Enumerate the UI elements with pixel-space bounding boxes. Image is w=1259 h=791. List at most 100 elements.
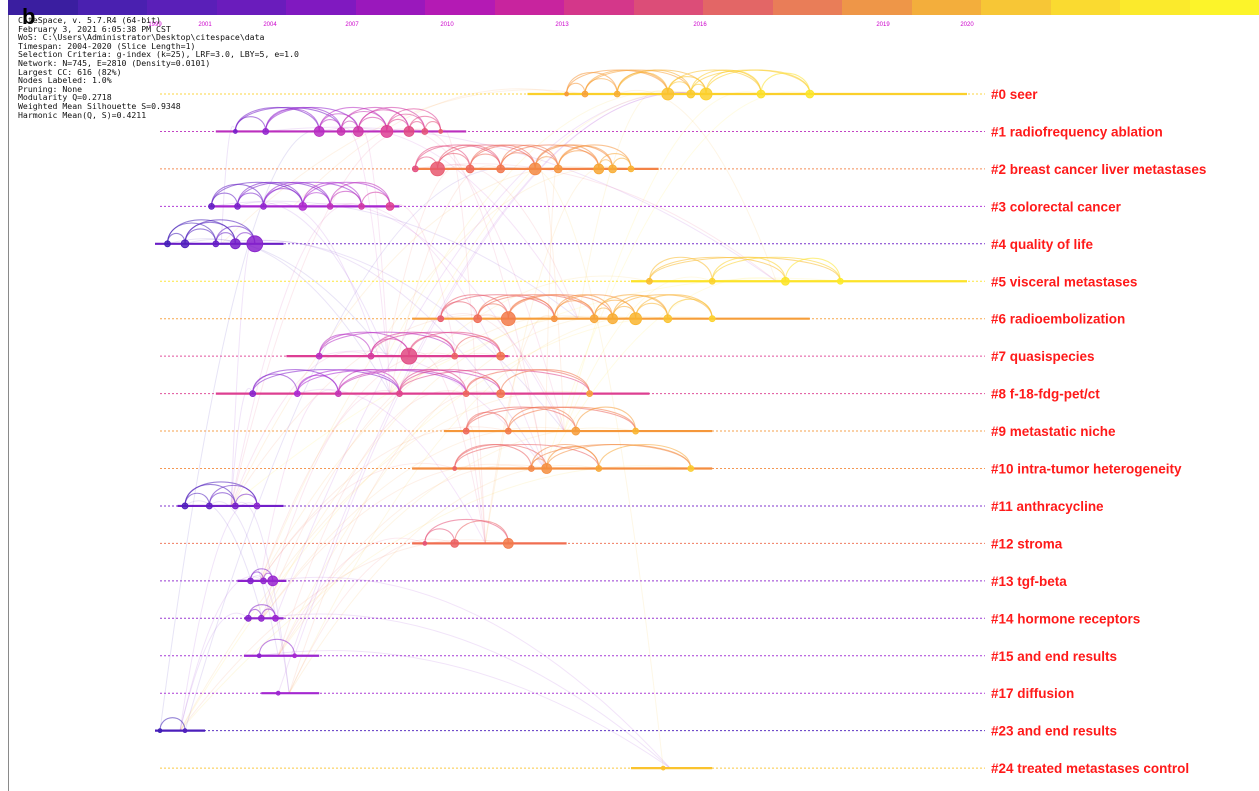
- color-bar-segment: [981, 0, 1051, 15]
- cluster-arc: [398, 369, 591, 394]
- cluster-arc: [760, 72, 811, 95]
- cluster-arc: [648, 256, 713, 282]
- cluster-link: [262, 427, 576, 619]
- citation-node: [396, 390, 403, 398]
- cluster-arc: [477, 294, 555, 319]
- cluster-label: #5 visceral metastases: [991, 274, 1137, 289]
- citation-node: [686, 89, 696, 99]
- cluster-link: [563, 276, 713, 432]
- cluster-arc: [159, 717, 186, 731]
- cluster-arc: [436, 144, 536, 169]
- metadata-line: Pruning: None: [18, 83, 83, 94]
- cluster-label: #2 breast cancer liver metastases: [991, 162, 1206, 177]
- cluster-link: [617, 89, 777, 282]
- cluster-arc: [408, 331, 502, 357]
- citation-node: [400, 347, 418, 365]
- citation-node: [589, 314, 599, 324]
- cluster-link: [237, 201, 388, 357]
- citation-node: [262, 128, 270, 135]
- cluster-link: [235, 240, 546, 469]
- cluster-arc: [477, 294, 595, 319]
- cluster-link: [167, 238, 388, 357]
- cluster-link: [179, 539, 509, 731]
- citation-node: [334, 390, 342, 398]
- citation-node: [298, 201, 308, 211]
- cluster-link: [220, 125, 236, 244]
- cluster-link: [277, 92, 704, 694]
- cluster-arc: [690, 69, 762, 95]
- citation-node: [267, 575, 279, 587]
- citation-node: [212, 240, 220, 248]
- citation-node: [595, 465, 603, 472]
- cluster-label: #24 treated metastases control: [991, 761, 1189, 776]
- cluster-link: [523, 167, 664, 769]
- citation-node: [292, 653, 298, 659]
- citation-node: [708, 315, 716, 323]
- year-tick-label: 2004: [263, 22, 277, 28]
- cluster-link: [265, 126, 777, 282]
- citation-node: [438, 129, 444, 134]
- citation-node: [336, 127, 346, 136]
- cluster-arc: [507, 294, 614, 319]
- citation-node: [465, 164, 475, 174]
- citation-node: [249, 390, 257, 398]
- cluster-arc: [546, 444, 692, 469]
- cluster-link: [261, 389, 400, 619]
- citation-node: [608, 164, 617, 174]
- cluster-arc: [252, 369, 401, 394]
- cluster-link: [261, 613, 671, 769]
- citation-node: [272, 614, 279, 622]
- citation-node: [593, 163, 605, 175]
- citation-node: [607, 313, 618, 325]
- cluster-link: [294, 92, 704, 656]
- cluster-link: [215, 239, 565, 432]
- network-metadata: CiteSpace, v. 5.7.R4 (64-bit) February 3,…: [18, 16, 299, 119]
- citation-node: [528, 162, 542, 176]
- citation-node: [275, 690, 281, 696]
- year-tick-label: 2010: [440, 22, 454, 28]
- cluster-arc: [500, 369, 591, 394]
- cluster-arc: [337, 369, 502, 394]
- citation-node: [462, 427, 470, 435]
- cluster-arc: [252, 369, 339, 394]
- year-tick-label: 2020: [960, 22, 974, 28]
- cluster-link: [275, 92, 704, 619]
- cluster-link: [184, 500, 263, 619]
- year-tick-label: 1999: [148, 22, 162, 28]
- metadata-line: Harmonic Mean(Q, S)=0.4211: [18, 109, 147, 120]
- citation-node: [661, 87, 675, 101]
- cluster-link: [159, 129, 325, 731]
- cluster-link: [250, 575, 290, 694]
- cluster-arc: [329, 181, 391, 207]
- citation-node: [352, 126, 364, 137]
- cluster-link: [288, 390, 501, 694]
- cluster-arc: [546, 446, 600, 469]
- cluster-link: [230, 203, 362, 507]
- color-bar-segment: [216, 0, 286, 15]
- cluster-link: [477, 313, 546, 469]
- citation-node: [550, 315, 558, 323]
- cluster-arc: [711, 256, 841, 282]
- cluster-arc: [360, 191, 391, 207]
- cluster-arc: [440, 294, 555, 319]
- citation-node: [571, 426, 581, 436]
- cluster-arc: [318, 333, 372, 357]
- cluster-arc: [296, 369, 401, 394]
- color-bar-segment: [1120, 0, 1190, 15]
- cluster-arc: [398, 369, 502, 394]
- color-bar-segment: [633, 0, 703, 15]
- cluster-arc: [667, 69, 762, 95]
- citation-node: [646, 277, 653, 285]
- cluster-link: [230, 351, 372, 507]
- cluster-link: [261, 352, 501, 619]
- cluster-arc: [296, 369, 467, 394]
- citation-node: [629, 312, 642, 326]
- cluster-link: [292, 88, 567, 207]
- citation-node: [421, 128, 429, 135]
- metadata-line: February 3, 2021 6:05:38 PM CST: [18, 23, 171, 34]
- cluster-arc: [337, 369, 401, 394]
- cluster-link: [230, 314, 509, 507]
- color-bar-segment: [911, 0, 981, 15]
- cluster-arc: [398, 369, 467, 394]
- panel-letter: b: [22, 4, 36, 29]
